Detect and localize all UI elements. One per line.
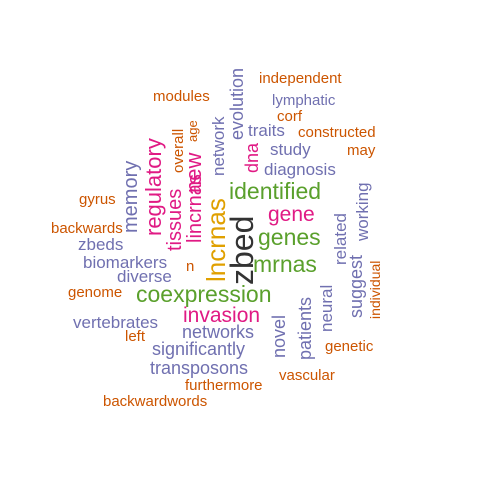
word-evolution: evolution bbox=[227, 67, 247, 140]
word-gene: gene bbox=[268, 203, 315, 226]
word-modules: modules bbox=[153, 88, 210, 105]
word-traits: traits bbox=[248, 121, 285, 140]
word-transposons: transposons bbox=[150, 358, 249, 378]
word-lymphatic: lymphatic bbox=[272, 92, 336, 109]
word-furthermore: furthermore bbox=[185, 377, 263, 394]
word-genetic: genetic bbox=[325, 338, 374, 355]
word-suggest: suggest bbox=[346, 254, 366, 318]
word-n: n bbox=[186, 258, 195, 275]
word-dna: dna bbox=[242, 142, 262, 173]
word-patients: patients bbox=[295, 296, 315, 360]
word-genes: genes bbox=[258, 224, 321, 250]
word-individual: individual bbox=[367, 260, 383, 319]
word-left: left bbox=[125, 328, 146, 345]
word-backwards: backwards bbox=[51, 220, 123, 237]
word-coexpression: coexpression bbox=[136, 281, 272, 307]
word-independent: independent bbox=[259, 70, 342, 87]
word-memory: memory bbox=[120, 160, 142, 233]
word-tissues: tissues bbox=[164, 188, 186, 251]
word-identified: identified bbox=[229, 178, 322, 204]
word-corf: corf bbox=[277, 108, 303, 125]
word-gyrus: gyrus bbox=[79, 191, 116, 208]
word-diagnosis: diagnosis bbox=[264, 160, 336, 179]
word-novel: novel bbox=[269, 314, 289, 358]
word-zbeds: zbeds bbox=[78, 235, 124, 254]
word-regulatory: regulatory bbox=[141, 138, 166, 236]
word-neural: neural bbox=[317, 284, 336, 332]
word-constructed: constructed bbox=[298, 124, 376, 141]
word-vascular: vascular bbox=[279, 367, 335, 384]
word-age: age bbox=[185, 120, 200, 142]
word-backwardwords: backwardwords bbox=[103, 393, 208, 410]
word-networks: networks bbox=[182, 322, 255, 342]
word-biomarkers: biomarkers bbox=[83, 253, 168, 272]
word-study: study bbox=[270, 140, 311, 159]
word-genome: genome bbox=[68, 284, 123, 301]
word-invasion: invasion bbox=[183, 304, 261, 327]
word-significantly: significantly bbox=[152, 339, 246, 359]
word-vertebrates: vertebrates bbox=[73, 313, 159, 332]
word-network: network bbox=[209, 116, 228, 176]
word-diverse: diverse bbox=[117, 267, 172, 286]
word-working: working bbox=[353, 182, 372, 241]
word-mrnas: mrnas bbox=[253, 251, 317, 277]
word-may: may bbox=[347, 142, 376, 159]
